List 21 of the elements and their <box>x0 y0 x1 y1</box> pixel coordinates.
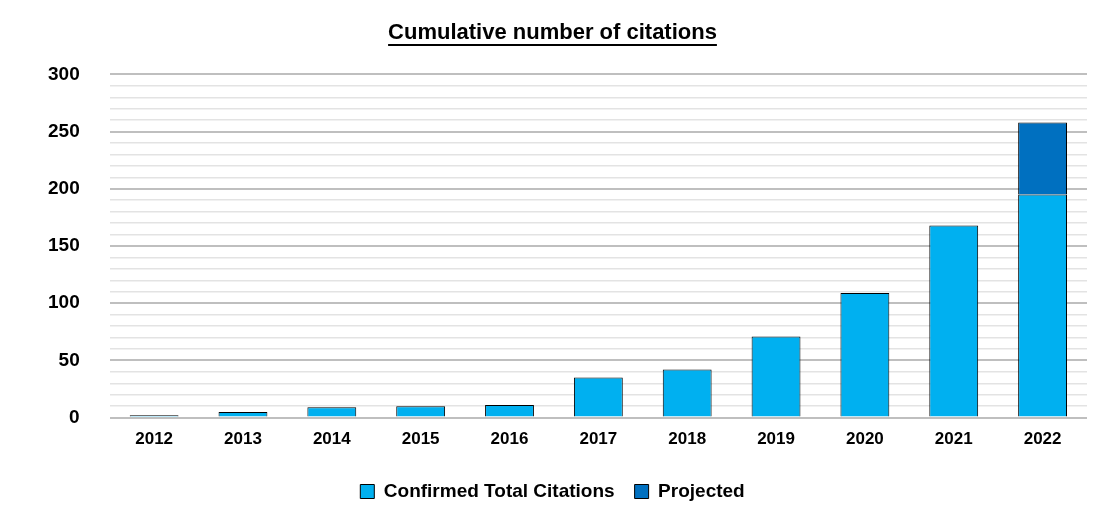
y-tick-label: 300 <box>48 62 80 84</box>
x-tick-label: 2018 <box>668 429 707 449</box>
y-tick-label: 250 <box>48 119 80 141</box>
x-tick-label: 2013 <box>224 429 262 449</box>
legend-label: Confirmed Total Citations <box>383 479 615 501</box>
legend-label: Projected <box>658 479 745 501</box>
x-tick-label: 2015 <box>401 429 440 449</box>
x-tick-label: 2020 <box>845 429 884 449</box>
x-tick-label: 2019 <box>757 429 795 449</box>
y-tick-label: 0 <box>69 405 80 427</box>
x-tick-label: 2022 <box>1023 429 1062 449</box>
chart-title: Cumulative number of citations <box>388 19 717 45</box>
x-tick-label: 2021 <box>934 429 973 449</box>
y-tick-label: 50 <box>58 348 80 370</box>
x-tick-label: 2016 <box>490 429 529 449</box>
y-tick-label: 200 <box>48 177 80 199</box>
x-tick-label: 2012 <box>135 429 174 449</box>
y-tick-label: 100 <box>48 291 80 313</box>
y-tick-label: 150 <box>48 234 80 256</box>
x-tick-label: 2017 <box>579 429 618 449</box>
x-tick-label: 2014 <box>312 429 352 449</box>
